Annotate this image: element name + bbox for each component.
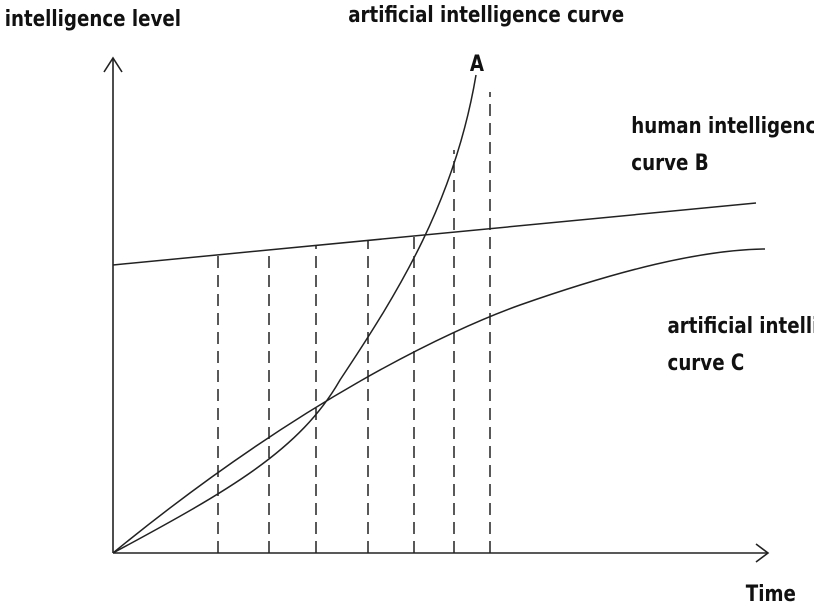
curve-b-label-line2: curve B xyxy=(631,149,708,175)
curve-a-label-line1: artificial intelligence curve xyxy=(348,1,624,27)
y-axis-label: intelligence level xyxy=(5,5,181,31)
y-axis-arrowhead xyxy=(103,56,123,73)
artificial-intelligence-curve-a xyxy=(112,74,477,554)
curve-b-label-line1: human intelligence xyxy=(631,112,814,138)
artificial-intelligence-curve-c xyxy=(112,248,766,554)
x-axis-arrowhead xyxy=(755,543,770,563)
labels: intelligence level artificial intelligen… xyxy=(5,1,814,606)
human-intelligence-curve-b xyxy=(112,202,757,266)
axes xyxy=(103,56,770,563)
curve-c-label-line1: artificial intelligence xyxy=(668,312,814,338)
x-axis-label: Time xyxy=(746,580,796,606)
curves xyxy=(112,74,766,554)
curve-a-label-line2: A xyxy=(470,50,484,76)
time-markers xyxy=(217,92,491,553)
curve-c-label-line2: curve C xyxy=(668,349,745,375)
